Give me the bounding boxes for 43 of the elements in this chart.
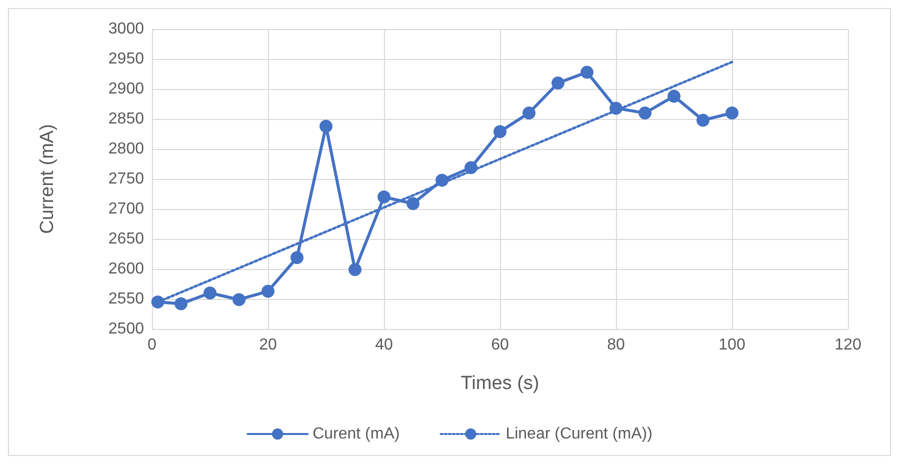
- x-tick-label: 60: [491, 336, 509, 354]
- point: [348, 263, 362, 276]
- point: [436, 174, 448, 187]
- point: [378, 190, 390, 204]
- y-tick-label: 2550: [108, 290, 144, 308]
- y-tick-label: 2500: [108, 320, 144, 338]
- y-tick-label: 2950: [108, 50, 144, 68]
- y-tick-label: 2800: [108, 140, 144, 158]
- point: [494, 125, 506, 138]
- x-tick-label: 80: [607, 336, 625, 354]
- legend-label: Linear (Curent (mA)): [506, 426, 652, 442]
- point: [262, 284, 274, 298]
- x-tick-label: 120: [834, 336, 862, 354]
- point: [726, 106, 738, 120]
- point: [696, 114, 710, 127]
- point: [464, 161, 478, 174]
- x-axis-title: Times (s): [460, 373, 540, 394]
- y-tick-label: 2700: [108, 200, 144, 218]
- y-tick-label: 2900: [108, 80, 144, 98]
- point: [204, 286, 216, 300]
- point: [668, 90, 680, 103]
- point: [638, 106, 652, 120]
- y-tick-label: 2750: [108, 170, 144, 188]
- point: [174, 297, 188, 310]
- point: [610, 102, 622, 115]
- point: [320, 120, 332, 133]
- y-axis-title: Current (mA): [37, 124, 58, 234]
- point: [406, 197, 420, 210]
- point: [290, 251, 304, 264]
- point: [522, 106, 536, 120]
- point: [151, 296, 164, 308]
- x-tick-label: 40: [375, 336, 393, 354]
- x-tick-label: 100: [718, 336, 746, 354]
- legend-label: Curent (mA): [312, 426, 400, 442]
- point: [232, 293, 246, 306]
- x-tick-label: 0: [148, 336, 157, 354]
- x-tick-label: 20: [259, 336, 277, 354]
- y-tick-label: 2650: [108, 230, 144, 248]
- y-tick-label: 2600: [108, 260, 144, 278]
- point: [580, 66, 594, 79]
- y-tick-label: 2850: [108, 110, 144, 128]
- y-tick-label: 3000: [108, 20, 144, 38]
- point: [552, 76, 564, 90]
